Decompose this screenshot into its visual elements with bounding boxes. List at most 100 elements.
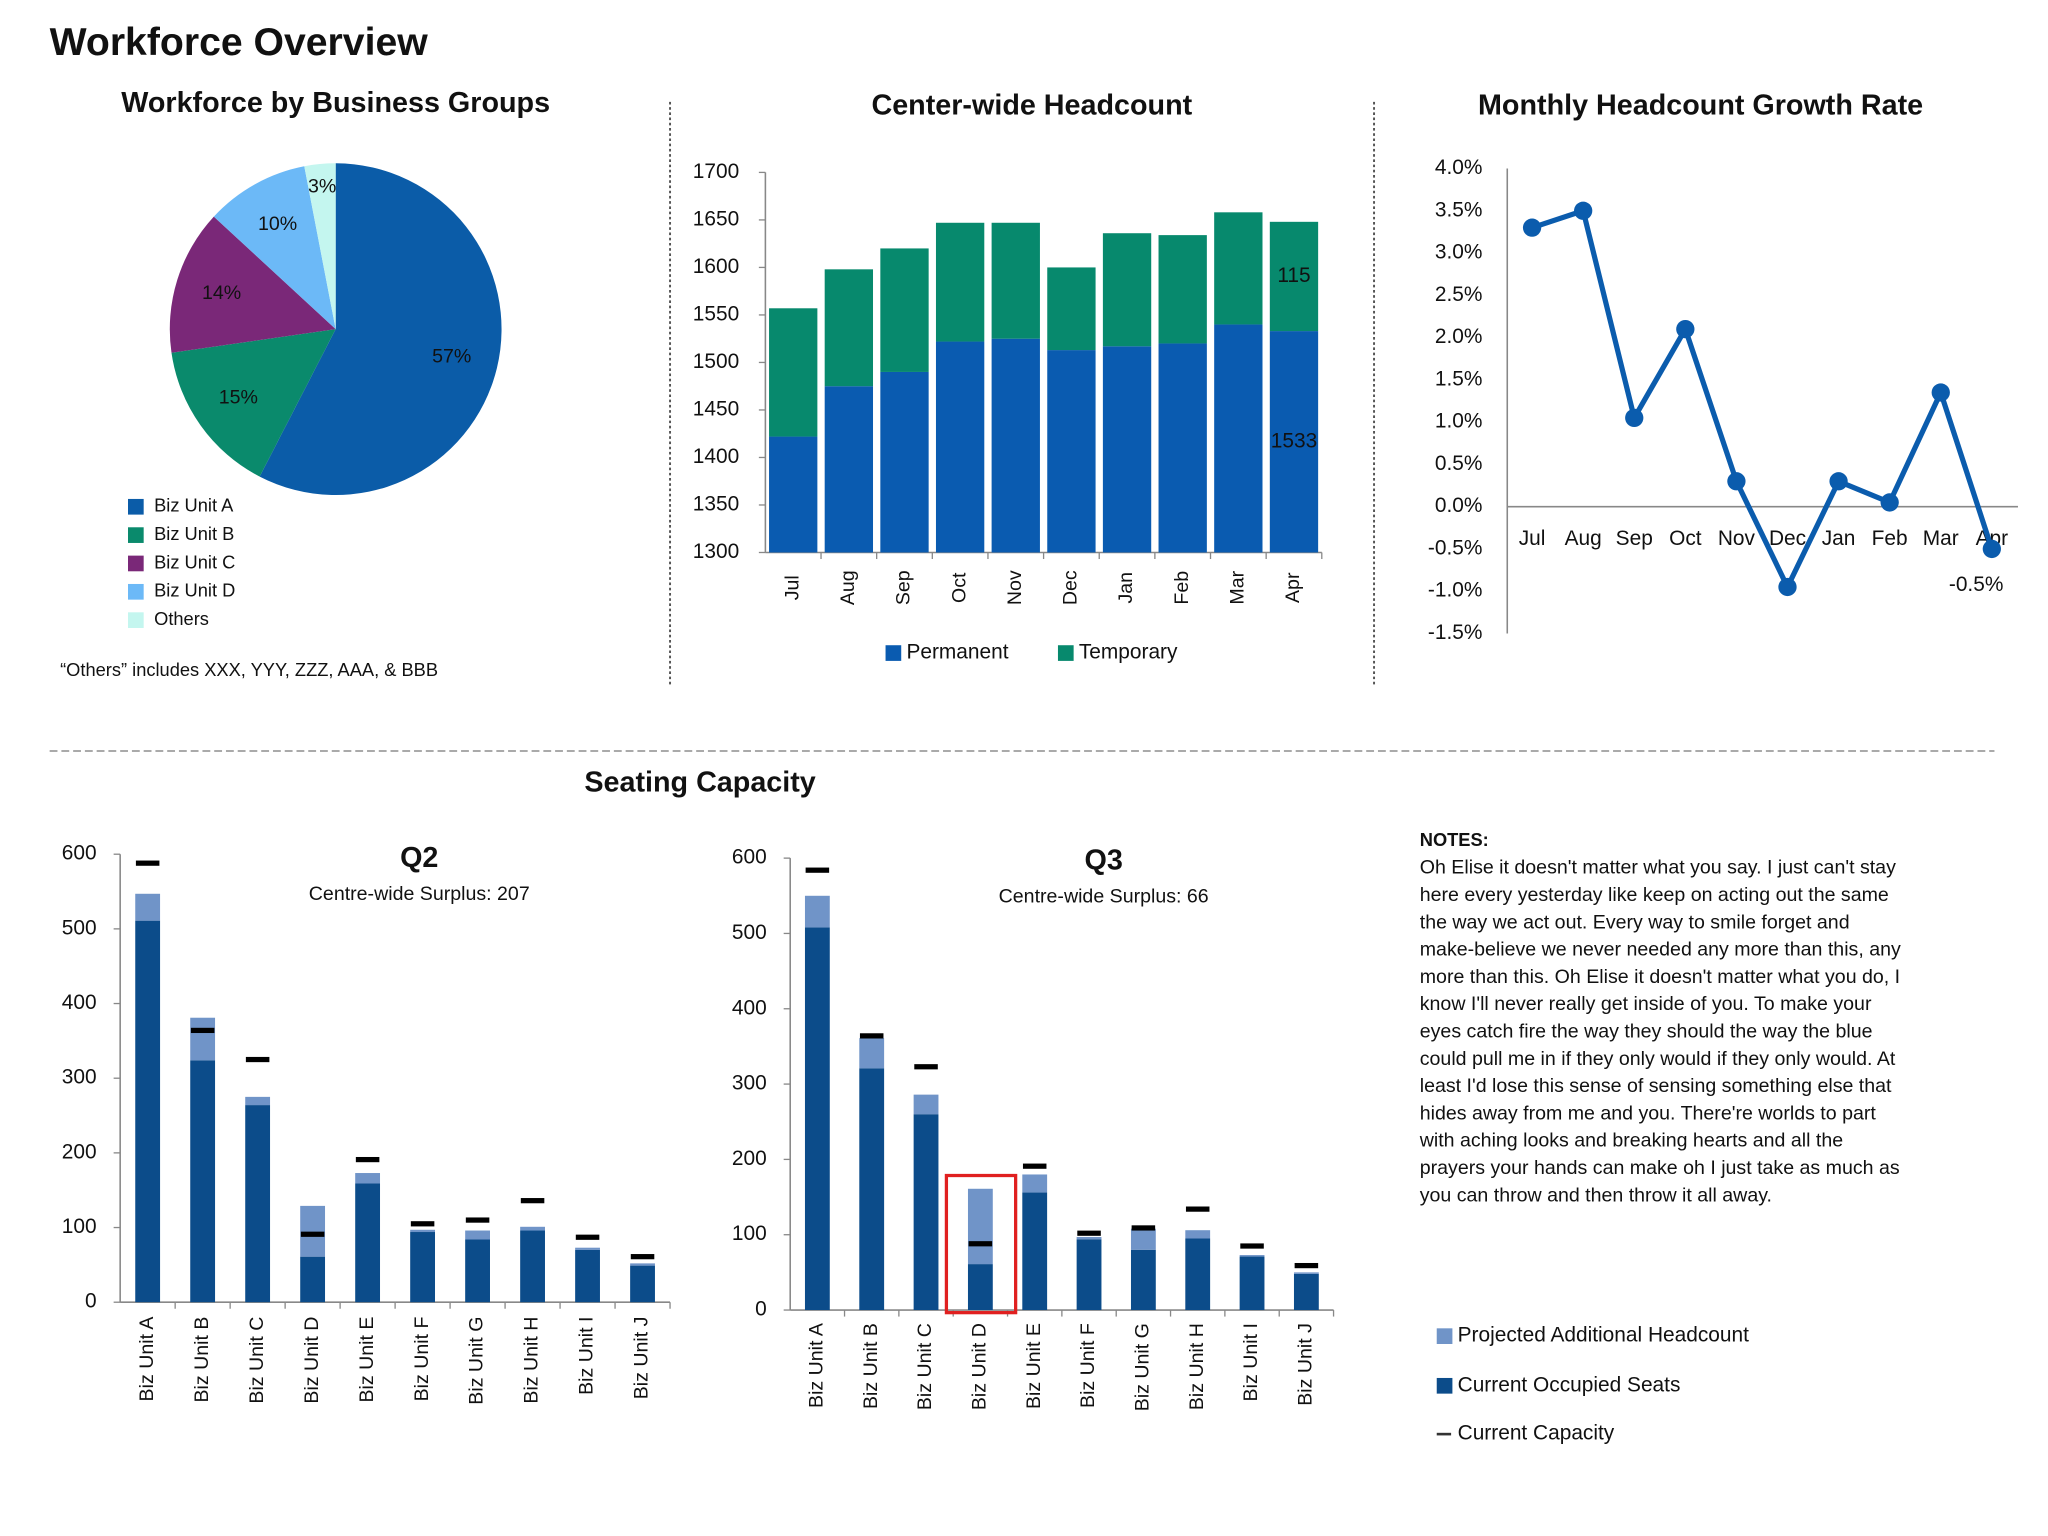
y-tick-label: 1700 bbox=[693, 160, 739, 183]
notes-line: here every yesterday like keep on acting… bbox=[1420, 884, 1889, 906]
x-tick-label: Apr bbox=[1976, 527, 2009, 550]
capacity-marker bbox=[1022, 1163, 1047, 1169]
bar-segment bbox=[804, 927, 830, 1311]
bar-segment bbox=[935, 341, 985, 553]
bar-segment bbox=[1239, 1255, 1265, 1257]
x-tick-label: Nov bbox=[1718, 527, 1756, 550]
bar-segment bbox=[1158, 235, 1207, 344]
bar-segment bbox=[300, 1256, 326, 1303]
bar-segment bbox=[520, 1230, 545, 1303]
capacity-marker bbox=[465, 1217, 490, 1223]
bar-segment bbox=[913, 1094, 939, 1115]
capacity-marker bbox=[859, 1033, 884, 1039]
pie-slice bbox=[171, 329, 336, 477]
y-tick-label: 300 bbox=[62, 1066, 97, 1089]
x-tick-label: Biz Unit I bbox=[1240, 1323, 1262, 1401]
legend-label: Biz Unit B bbox=[154, 523, 234, 544]
legend-swatch bbox=[885, 645, 902, 661]
bar-segment bbox=[824, 269, 874, 387]
legend-label: Current Occupied Seats bbox=[1458, 1373, 1681, 1396]
y-tick-label: 1400 bbox=[693, 445, 739, 468]
bar-segment bbox=[935, 222, 985, 342]
x-tick-label: Biz Unit C bbox=[246, 1317, 268, 1404]
x-tick-label: Biz Unit F bbox=[411, 1317, 433, 1402]
data-label: 57% bbox=[432, 345, 471, 367]
x-tick-label: Biz Unit E bbox=[1023, 1323, 1045, 1409]
section-title: Seating Capacity bbox=[584, 766, 815, 798]
x-tick-label: Oct bbox=[948, 572, 970, 603]
bar-segment bbox=[1076, 1239, 1102, 1311]
point bbox=[1574, 201, 1593, 220]
bar-segment bbox=[824, 386, 874, 553]
bar-segment bbox=[245, 1105, 271, 1303]
x-tick-label: Biz Unit F bbox=[1077, 1323, 1099, 1408]
point bbox=[1676, 319, 1695, 339]
bar-segment bbox=[859, 1068, 885, 1311]
notes-line: make-believe we never needed any more th… bbox=[1420, 939, 1901, 961]
x-tick-label: Jul bbox=[1519, 527, 1546, 550]
pie-slice bbox=[259, 163, 502, 496]
chart-title: Q3 bbox=[1085, 845, 1123, 877]
legend-label: Biz Unit C bbox=[154, 551, 235, 572]
y-tick-label: 100 bbox=[62, 1215, 97, 1238]
point bbox=[1625, 408, 1644, 428]
y-tick-label: 600 bbox=[62, 842, 97, 865]
bar-segment bbox=[520, 1226, 545, 1231]
bar-segment bbox=[245, 1096, 271, 1106]
bar-segment bbox=[190, 1060, 216, 1303]
y-tick-label: 400 bbox=[62, 991, 97, 1014]
notes-line: prayers your hands can make oh I just ta… bbox=[1420, 1157, 1900, 1179]
bar-segment bbox=[1102, 233, 1152, 347]
x-tick-label: Sep bbox=[893, 570, 915, 605]
y-tick-label: 0.5% bbox=[1435, 452, 1483, 475]
bar-segment bbox=[967, 1188, 993, 1265]
y-tick-label: 3.0% bbox=[1435, 241, 1483, 264]
x-tick-label: Mar bbox=[1227, 570, 1249, 604]
notes-heading: NOTES: bbox=[1420, 829, 1489, 850]
capacity-marker bbox=[245, 1056, 270, 1063]
bar-segment bbox=[1158, 343, 1207, 553]
bar-segment bbox=[575, 1249, 600, 1303]
y-tick-label: -0.5% bbox=[1428, 536, 1483, 559]
legend-swatch bbox=[128, 555, 144, 572]
y-tick-label: 1.0% bbox=[1435, 410, 1483, 433]
x-tick-label: Apr bbox=[1282, 572, 1304, 603]
chart-subtitle: Centre-wide Surplus: 207 bbox=[309, 883, 530, 905]
bar-segment bbox=[1293, 1273, 1319, 1311]
x-tick-label: Biz Unit G bbox=[466, 1317, 488, 1405]
notes-line: hides away from me and you. There're wor… bbox=[1420, 1102, 1877, 1124]
y-tick-label: 200 bbox=[732, 1147, 767, 1170]
capacity-marker bbox=[520, 1198, 545, 1204]
legend-swatch bbox=[1436, 1432, 1452, 1436]
bar-segment bbox=[1214, 324, 1263, 553]
point bbox=[1982, 539, 2001, 559]
line-series bbox=[1531, 207, 1995, 593]
capacity-marker bbox=[1294, 1262, 1319, 1269]
legend-label: Permanent bbox=[906, 641, 1008, 664]
legend-swatch bbox=[128, 498, 144, 515]
notes-line: eyes catch fire the way they should the … bbox=[1420, 1021, 1873, 1043]
bar-segment bbox=[465, 1230, 490, 1240]
x-tick-label: Dec bbox=[1060, 570, 1082, 605]
y-tick-label: 600 bbox=[732, 846, 767, 869]
x-tick-label: Nov bbox=[1004, 570, 1026, 605]
y-tick-label: 0 bbox=[755, 1298, 767, 1321]
capacity-marker bbox=[575, 1234, 600, 1240]
y-tick-label: 1550 bbox=[693, 302, 739, 325]
bar-segment bbox=[355, 1173, 381, 1184]
x-tick-label: Biz Unit J bbox=[631, 1317, 653, 1400]
legend-label: Temporary bbox=[1079, 641, 1178, 664]
bar-segment bbox=[410, 1229, 436, 1233]
data-label: -0.5% bbox=[1949, 573, 2004, 596]
bar-segment bbox=[1239, 1256, 1265, 1311]
chart-title: Q2 bbox=[400, 842, 438, 874]
bar-segment bbox=[300, 1205, 326, 1257]
data-label: 14% bbox=[202, 282, 241, 304]
x-tick-label: Jan bbox=[1822, 527, 1856, 550]
highlight-box bbox=[944, 1173, 1018, 1315]
y-tick-label: -1.5% bbox=[1428, 621, 1483, 644]
legend-label: Current Capacity bbox=[1458, 1422, 1615, 1445]
bar-segment bbox=[630, 1263, 655, 1266]
capacity-marker bbox=[1185, 1206, 1210, 1212]
x-tick-label: Biz Unit A bbox=[806, 1322, 828, 1408]
